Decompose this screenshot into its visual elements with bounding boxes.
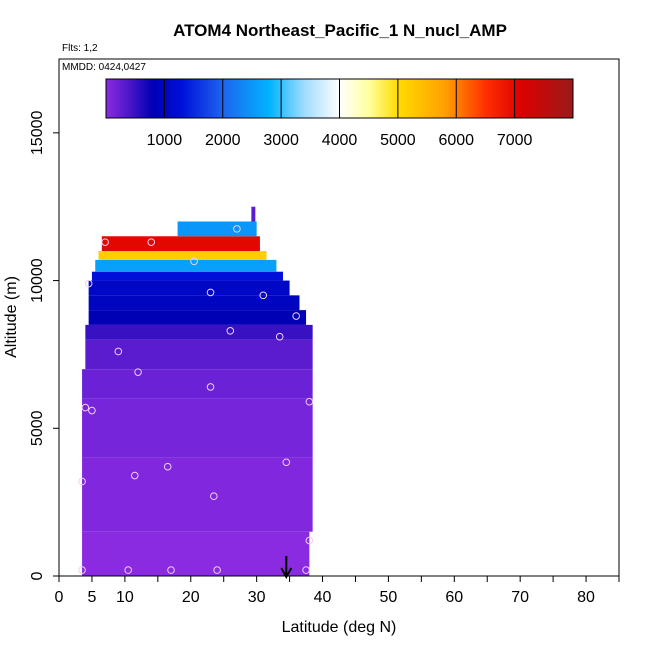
curtain-cell bbox=[88, 310, 307, 325]
curtain-cell bbox=[101, 236, 260, 252]
sample-point bbox=[275, 332, 284, 341]
curtain-cell bbox=[95, 259, 277, 272]
colorbar: 1000 2000 3000 4000 5000 6000 7000 bbox=[105, 78, 574, 149]
x-tick-label: 70 bbox=[511, 589, 529, 606]
sample-point bbox=[206, 288, 215, 297]
sample-point bbox=[305, 397, 314, 406]
curtain-cell bbox=[177, 221, 257, 237]
flight-arrow bbox=[280, 556, 293, 580]
curtain-cell bbox=[91, 271, 283, 281]
sample-point bbox=[282, 458, 291, 467]
sample-point bbox=[233, 225, 241, 233]
sample-points bbox=[78, 225, 314, 574]
y-axis-label: Altitude (m) bbox=[3, 276, 20, 358]
curtain-cell bbox=[98, 251, 267, 260]
mmdd-label: MMDD: 0424,0427 bbox=[62, 62, 146, 73]
sample-point bbox=[101, 238, 109, 246]
sample-point bbox=[130, 471, 139, 480]
colorbar-tick-label: 3000 bbox=[263, 132, 299, 149]
arrow-head bbox=[280, 567, 293, 580]
colorbar-tick-label: 2000 bbox=[205, 132, 241, 149]
y-tick-label: 10000 bbox=[29, 258, 46, 303]
plot-area: MMDD: 0424,0427 bbox=[58, 58, 620, 577]
sample-point bbox=[81, 403, 90, 412]
x-tick-label: 60 bbox=[445, 589, 463, 606]
y-tick-label: 0 bbox=[29, 571, 46, 580]
sample-point bbox=[206, 383, 215, 391]
x-tick-label: 5 bbox=[87, 589, 96, 606]
sample-point bbox=[147, 238, 156, 246]
sample-point bbox=[305, 536, 314, 545]
sample-point bbox=[259, 291, 268, 300]
curtain-cells bbox=[82, 206, 313, 576]
y-tick-label: 15000 bbox=[29, 111, 46, 156]
x-axis: 0 5 10 20 30 40 50 60 70 80 bbox=[55, 575, 620, 606]
sample-point bbox=[292, 312, 300, 320]
sample-point bbox=[88, 406, 96, 415]
sample-point bbox=[210, 492, 218, 501]
x-tick-label: 20 bbox=[182, 589, 200, 606]
colorbar-tick-label: 5000 bbox=[380, 132, 416, 149]
x-tick-label: 0 bbox=[55, 589, 64, 606]
curtain-cell bbox=[85, 324, 313, 340]
curtain-cell bbox=[82, 457, 313, 532]
sample-point bbox=[226, 326, 235, 335]
x-tick-label: 10 bbox=[116, 589, 134, 606]
sample-point bbox=[213, 566, 221, 574]
curtain-cell bbox=[88, 295, 300, 311]
sample-point bbox=[302, 566, 310, 574]
sample-point bbox=[114, 347, 123, 356]
x-axis-label: Latitude (deg N) bbox=[282, 619, 397, 636]
curtain-cell bbox=[82, 531, 310, 576]
sample-point bbox=[84, 279, 93, 288]
x-tick-label: 50 bbox=[380, 589, 398, 606]
sample-point bbox=[134, 368, 142, 376]
flights-label: Flts: 1,2 bbox=[62, 43, 98, 54]
sample-point bbox=[163, 462, 172, 471]
curtain-cell bbox=[88, 280, 290, 296]
curtain-cell bbox=[82, 398, 313, 458]
curtain-cell bbox=[251, 206, 256, 222]
colorbar-tick-label: 1000 bbox=[147, 132, 183, 149]
x-tick-label: 30 bbox=[248, 589, 266, 606]
x-tick-label: 40 bbox=[314, 589, 332, 606]
curtain-cell bbox=[85, 339, 313, 370]
y-axis: 0 5000 10000 15000 bbox=[29, 59, 60, 580]
x-tick-label: 80 bbox=[577, 589, 595, 606]
sample-point bbox=[78, 566, 86, 574]
sample-point bbox=[167, 566, 175, 574]
chart-title: ATOM4 Northeast_Pacific_1 N_nucl_AMP bbox=[173, 21, 507, 40]
colorbar-tick-label: 7000 bbox=[497, 132, 533, 149]
colorbar-tick-label: 6000 bbox=[438, 132, 474, 149]
sample-point bbox=[124, 566, 132, 574]
colorbar-ticks: 1000 2000 3000 4000 5000 6000 7000 bbox=[147, 79, 533, 149]
colorbar-tick-label: 4000 bbox=[322, 132, 358, 149]
y-tick-label: 5000 bbox=[29, 410, 46, 446]
curtain-cell bbox=[82, 369, 313, 399]
sample-point bbox=[78, 477, 86, 486]
sample-point bbox=[190, 257, 198, 266]
